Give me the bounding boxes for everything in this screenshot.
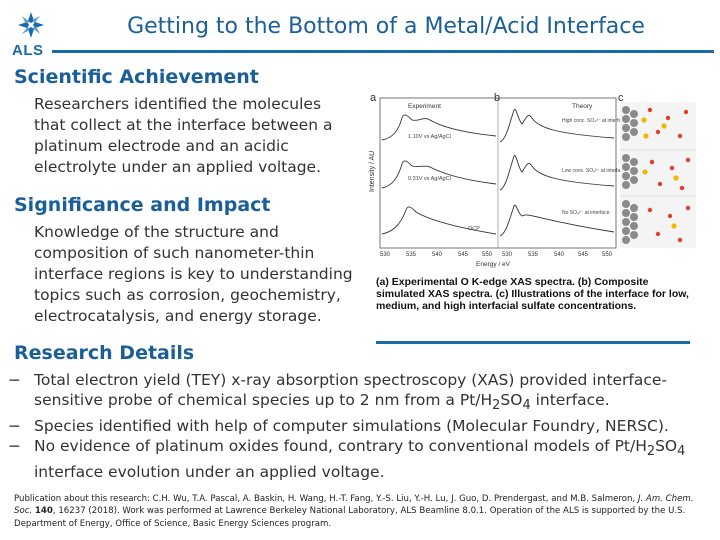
details-list: − Total electron yield (TEY) x-ray absor… (8, 370, 714, 482)
x-tick: 530 (502, 252, 513, 258)
bullet-marker: − (8, 371, 21, 389)
als-logo-text: ALS (12, 42, 44, 59)
subscript: 4 (522, 398, 531, 414)
details-heading: Research Details (14, 342, 195, 364)
details-item: − Total electron yield (TEY) x-ray absor… (8, 370, 714, 416)
pt-electrode-atoms (622, 106, 638, 244)
x-tick: 545 (578, 252, 589, 258)
sulfate-ions (641, 117, 679, 229)
sim-curve-2 (499, 154, 615, 191)
als-logo-mark-icon (18, 12, 44, 38)
subscript: 2 (646, 444, 656, 460)
significance-heading: Significance and Impact (14, 194, 271, 216)
x-tick: 530 (380, 252, 391, 258)
exp-curve-1 (381, 114, 497, 141)
x-tick: 540 (554, 252, 565, 258)
sim-curve-3 (499, 204, 615, 237)
subscript: 2 (492, 398, 501, 414)
als-logo: ALS (10, 6, 50, 66)
theory-label: Theory (572, 103, 593, 110)
exp-curve-3 (381, 206, 497, 235)
details-item-text: No evidence of platinum oxides found, co… (34, 437, 647, 456)
exp-trace-2-label: 0.31V vs Ag/AgCl (408, 176, 451, 182)
publication-note: Publication about this research: C.H. Wu… (14, 493, 710, 530)
details-item: − Species identified with help of comput… (8, 416, 714, 436)
experiment-label: Experiment (408, 103, 441, 110)
y-axis-label: Intensity / AU (369, 151, 376, 192)
exp-trace-3-label: OCP (468, 226, 480, 232)
sim-curve-1 (499, 108, 615, 143)
details-item-text: Total electron yield (TEY) x-ray absorpt… (34, 371, 668, 409)
x-axis-label: Energy / eV (476, 261, 511, 268)
details-item-text: interface. (530, 391, 610, 409)
theory-trace-1-label: High conc. SO₄²⁻ at interface (562, 118, 627, 124)
achievement-text: Researchers identified the molecules tha… (34, 95, 333, 176)
publication-journal: J. Am. Chem. Soc. (14, 494, 694, 517)
water-molecules (647, 107, 691, 243)
panel-a-label: a (370, 92, 377, 104)
publication-volume: 140 (34, 506, 53, 517)
theory-trace-2-label: Low conc. SO₄²⁻ at interface (562, 168, 626, 174)
achievement-heading: Scientific Achievement (14, 66, 259, 88)
publication-rest: , 16237 (2018). Work was performed at La… (14, 506, 686, 529)
details-item-text: SO (500, 391, 523, 409)
x-tick: 535 (528, 252, 539, 258)
bullet-marker: − (8, 437, 21, 456)
details-item: − No evidence of platinum oxides found, … (8, 436, 714, 482)
xas-figure-graphic: a b c Intensity / AU Experiment Theory 1… (369, 92, 696, 268)
title-divider (52, 50, 714, 53)
publication-authors: Publication about this research: C.H. Wu… (14, 494, 638, 504)
x-tick: 545 (458, 252, 469, 258)
x-tick: 550 (602, 252, 613, 258)
bullet-marker: − (8, 417, 21, 436)
page-title: Getting to the Bottom of a Metal/Acid In… (127, 14, 645, 39)
panel-c-label: c (618, 92, 624, 104)
x-tick: 540 (432, 252, 443, 258)
x-tick: 535 (406, 252, 417, 258)
details-item-text: interface evolution under an applied vol… (34, 463, 385, 482)
theory-trace-3-label: No SO₄²⁻ at interface (562, 210, 610, 216)
x-tick: 550 (482, 252, 493, 258)
exp-trace-1-label: 1.10V vs Ag/AgCl (408, 134, 451, 140)
caption-divider (376, 341, 690, 344)
exp-curve-2 (381, 160, 497, 189)
subscript: 4 (677, 444, 686, 460)
figure-caption: (a) Experimental O K-edge XAS spectra. (… (376, 276, 689, 312)
interface-illustrations (620, 102, 696, 248)
details-item-text: SO (655, 437, 678, 456)
xas-figure: a b c Intensity / AU Experiment Theory 1… (368, 92, 698, 270)
details-item-text: Species identified with help of computer… (34, 417, 669, 436)
significance-text: Knowledge of the structure and compositi… (34, 223, 353, 325)
